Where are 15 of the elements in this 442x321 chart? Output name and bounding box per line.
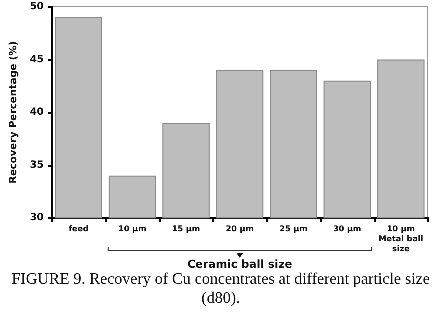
y-tick-label: 35 [30, 160, 44, 171]
x-tick-label: 15 μm [172, 224, 200, 234]
y-tick-label: 45 [30, 54, 44, 66]
x-tick-label: 30 μm [333, 224, 362, 234]
x-tick-label: 20 μm [226, 224, 254, 234]
x-tick-label: 10 μm [118, 224, 147, 234]
y-tick-label: 50 [30, 2, 44, 12]
x-tick-label: 10 μm Metal ball size [378, 224, 424, 254]
y-tick-label: 30 [30, 212, 44, 224]
y-axis-title: Recovery Percentage (%) [8, 41, 20, 184]
x-tick-label: 25 μm [280, 224, 308, 234]
caption: FIGURE 9. Recovery of Cu concentrates at different particle size (d80). [10, 270, 432, 308]
x-axis-title: Ceramic ball size [188, 258, 292, 271]
x-tick-label: feed [68, 224, 90, 234]
y-tick-label: 40 [30, 107, 44, 118]
